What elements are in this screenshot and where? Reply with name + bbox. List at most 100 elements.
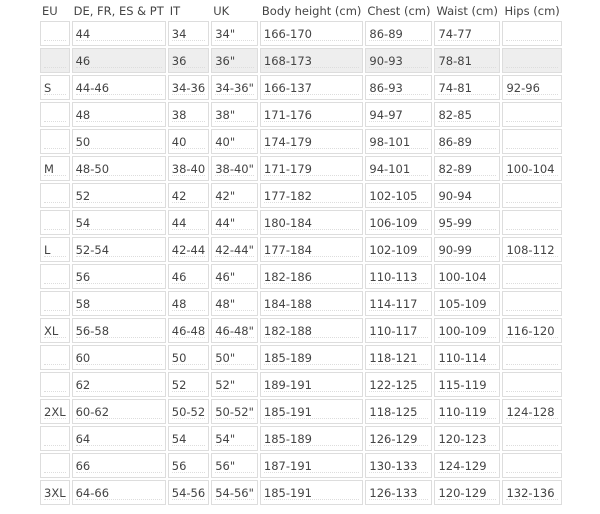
table-cell (40, 372, 70, 397)
column-header: Hips (cm) (504, 3, 560, 18)
table-cell: 56 (71, 264, 166, 289)
table-row: 2XL 60-62 50-52 50-52" 185-191 118-125 110-119… (40, 399, 562, 424)
table-cell (40, 264, 70, 289)
table-cell: 94-101 (365, 156, 433, 181)
table-cell (502, 21, 562, 46)
table-row: 66 56 56" 187-191 130-133 124-129 (40, 453, 562, 478)
table-cell: 90-99 (434, 237, 501, 262)
table-row: XL 56-58 46-48 46-48" 182-188 110-117 100-109 1… (40, 318, 562, 343)
table-cell: 42 (167, 183, 210, 208)
table-row: 62 52 52" 189-191 122-125 115-119 (40, 372, 562, 397)
table-cell: 38-40 (167, 156, 210, 181)
table-row: 64 54 54" 185-189 126-129 120-123 (40, 426, 562, 451)
table-cell: 48 (167, 291, 210, 316)
column-header: UK (213, 3, 230, 18)
table-cell: 54-56 (167, 480, 210, 505)
table-cell: 110-113 (365, 264, 433, 289)
table-cell: 185-189 (259, 426, 364, 451)
table-cell: 100-109 (434, 318, 501, 343)
table-cell: 34 (167, 21, 210, 46)
table-cell: 92-96 (502, 75, 562, 100)
table-cell: 114-117 (365, 291, 433, 316)
table-cell: 3XL (40, 480, 70, 505)
table-cell: 50-52" (211, 399, 258, 424)
table-cell: 98-101 (365, 129, 433, 154)
table-row: 46 36 36" 168-173 90-93 78-81 (40, 48, 562, 73)
table-cell: 100-104 (434, 264, 501, 289)
table-cell: 36" (211, 48, 258, 73)
table-cell (502, 426, 562, 451)
table-row: S 44-46 34-36 34-36" 166-137 86-93 74-81 92-96 (40, 75, 562, 100)
table-cell: 132-136 (502, 480, 562, 505)
table-cell: 2XL (40, 399, 70, 424)
table-cell: 42-44" (211, 237, 258, 262)
table-cell: 40 (167, 129, 210, 154)
size-table: EU DE, FR, ES & PT IT UK Body height (cm) Che… (38, 0, 564, 507)
table-cell: 34-36 (167, 75, 210, 100)
table-cell: 124-129 (434, 453, 501, 478)
table-cell: 90-94 (434, 183, 501, 208)
table-cell (40, 129, 70, 154)
table-cell: 182-186 (259, 264, 364, 289)
table-cell: 50 (71, 129, 166, 154)
table-cell (40, 21, 70, 46)
table-cell: 56" (211, 453, 258, 478)
table-row: 58 48 48" 184-188 114-117 105-109 (40, 291, 562, 316)
table-cell: 86-89 (434, 129, 501, 154)
table-cell: 40" (211, 129, 258, 154)
table-cell (40, 426, 70, 451)
table-row: M 48-50 38-40 38-40" 171-179 94-101 82-89 100-1… (40, 156, 562, 181)
table-cell: 78-81 (434, 48, 501, 73)
table-cell: 185-191 (259, 480, 364, 505)
table-cell (40, 183, 70, 208)
table-cell (502, 372, 562, 397)
table-cell: 171-179 (259, 156, 364, 181)
table-cell: 46-48" (211, 318, 258, 343)
table-row: 48 38 38" 171-176 94-97 82-85 (40, 102, 562, 127)
table-cell: 54-56" (211, 480, 258, 505)
table-cell: 174-179 (259, 129, 364, 154)
table-cell: 48" (211, 291, 258, 316)
table-cell: 50-52 (167, 399, 210, 424)
table-cell: 110-119 (434, 399, 501, 424)
table-cell: 185-191 (259, 399, 364, 424)
table-cell: 56-58 (71, 318, 166, 343)
table-cell (40, 48, 70, 73)
table-row: 52 42 42" 177-182 102-105 90-94 (40, 183, 562, 208)
table-cell: 106-109 (365, 210, 433, 235)
table-cell: 166-170 (259, 21, 364, 46)
table-cell (502, 453, 562, 478)
table-cell: 52" (211, 372, 258, 397)
table-cell: 54" (211, 426, 258, 451)
table-row: 56 46 46" 182-186 110-113 100-104 (40, 264, 562, 289)
table-row: 44 34 34" 166-170 86-89 74-77 (40, 21, 562, 46)
column-header: Body height (cm) (261, 3, 362, 18)
table-cell: 118-121 (365, 345, 433, 370)
table-cell (502, 291, 562, 316)
column-header: DE, FR, ES & PT (73, 3, 164, 18)
table-cell: 115-119 (434, 372, 501, 397)
table-cell: 189-191 (259, 372, 364, 397)
table-cell: 36 (167, 48, 210, 73)
table-cell: 130-133 (365, 453, 433, 478)
table-cell: 86-93 (365, 75, 433, 100)
table-cell: 102-105 (365, 183, 433, 208)
table-cell (40, 210, 70, 235)
column-header: IT (169, 3, 181, 18)
table-cell: 82-89 (434, 156, 501, 181)
table-cell: 54 (167, 426, 210, 451)
table-cell: 102-109 (365, 237, 433, 262)
table-cell: 46 (71, 48, 166, 73)
table-cell: 110-114 (434, 345, 501, 370)
table-cell: XL (40, 318, 70, 343)
table-cell: 44" (211, 210, 258, 235)
table-cell: 182-188 (259, 318, 364, 343)
table-cell: 82-85 (434, 102, 501, 127)
table-cell (40, 453, 70, 478)
table-cell: 44-46 (71, 75, 166, 100)
table-cell: 60 (71, 345, 166, 370)
table-row: 50 40 40" 174-179 98-101 86-89 (40, 129, 562, 154)
table-cell: 94-97 (365, 102, 433, 127)
table-cell (502, 48, 562, 73)
